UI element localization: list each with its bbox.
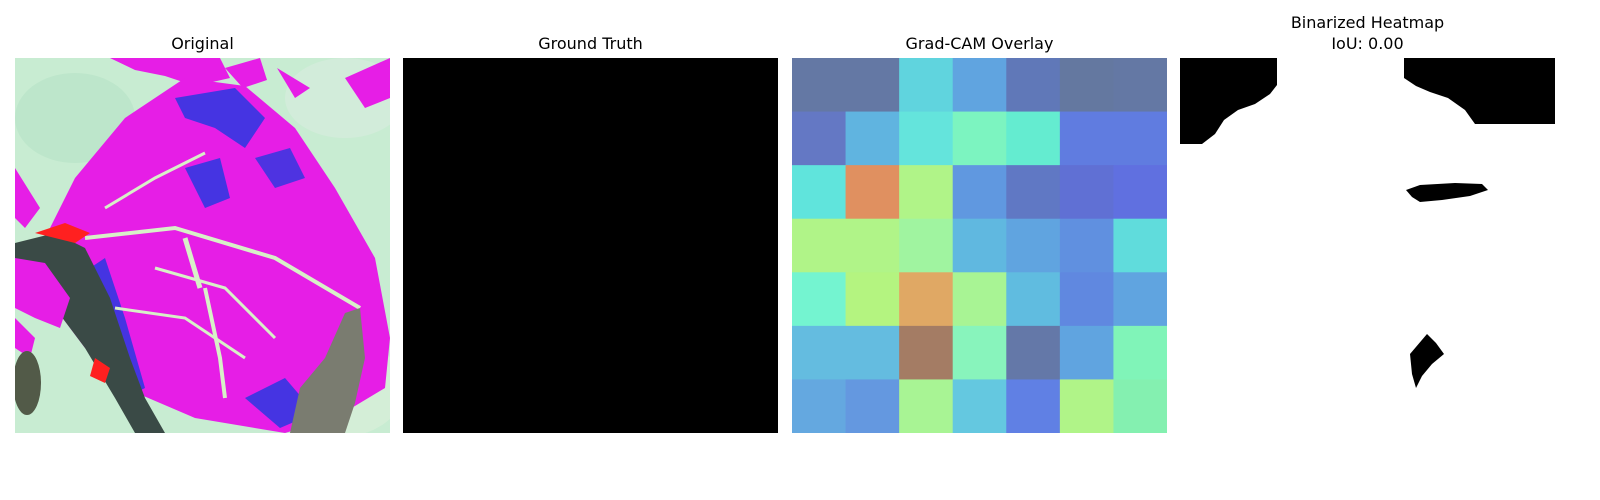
heatmap-cell-1-0 <box>792 111 847 166</box>
binarized-heatmap-title: Binarized Heatmap IoU: 0.00 <box>1180 12 1555 54</box>
heatmap-cell-1-1 <box>845 111 900 166</box>
heatmap-cell-4-4 <box>1006 272 1061 327</box>
heatmap-cell-2-1 <box>845 165 900 220</box>
heatmap-cell-0-6 <box>1113 58 1167 113</box>
binarized-heatmap-title-line: Binarized Heatmap <box>1290 13 1445 32</box>
original-image-panel <box>15 58 390 433</box>
heatmap-cell-6-6 <box>1113 379 1167 433</box>
heatmap-cell-6-0 <box>792 379 847 433</box>
heatmap-cell-4-1 <box>845 272 900 327</box>
heatmap-cell-5-0 <box>792 325 847 380</box>
heatmap-cell-5-1 <box>845 325 900 380</box>
binarized-heatmap-mask <box>1180 58 1555 433</box>
heatmap-cell-3-3 <box>952 218 1007 273</box>
heatmap-cell-4-5 <box>1059 272 1114 327</box>
mask-region-middle <box>1406 183 1488 202</box>
heatmap-cell-6-3 <box>952 379 1007 433</box>
heatmap-cell-0-5 <box>1059 58 1114 113</box>
heatmap-cell-2-4 <box>1006 165 1061 220</box>
heatmap-cell-1-2 <box>899 111 954 166</box>
mask-region-bottom <box>1410 334 1444 388</box>
heatmap-cell-2-2 <box>899 165 954 220</box>
heatmap-cell-6-1 <box>845 379 900 433</box>
ground-truth-mask <box>403 58 778 433</box>
grad-cam-heatmap <box>792 58 1167 433</box>
heatmap-cell-4-0 <box>792 272 847 327</box>
ground-truth-title: Ground Truth <box>538 34 643 53</box>
original-leaf-image <box>15 58 390 433</box>
heatmap-cell-5-6 <box>1113 325 1167 380</box>
heatmap-cell-2-3 <box>952 165 1007 220</box>
grad-cam-title: Grad-CAM Overlay <box>905 34 1054 53</box>
heatmap-cell-4-3 <box>952 272 1007 327</box>
iou-score: IoU: 0.00 <box>1331 34 1404 53</box>
heatmap-cell-3-1 <box>845 218 900 273</box>
heatmap-cell-2-0 <box>792 165 847 220</box>
heatmap-cell-0-2 <box>899 58 954 113</box>
heatmap-cell-2-6 <box>1113 165 1167 220</box>
heatmap-cell-3-2 <box>899 218 954 273</box>
mask-region-top-left <box>1180 58 1277 144</box>
original-title: Original <box>171 34 234 53</box>
heatmap-cell-3-4 <box>1006 218 1061 273</box>
heatmap-cell-6-4 <box>1006 379 1061 433</box>
ground-truth-panel <box>403 58 778 433</box>
heatmap-cell-0-0 <box>792 58 847 113</box>
heatmap-cell-2-5 <box>1059 165 1114 220</box>
heatmap-cell-6-2 <box>899 379 954 433</box>
heatmap-cell-6-5 <box>1059 379 1114 433</box>
heatmap-cell-3-0 <box>792 218 847 273</box>
mask-region-top-right <box>1404 58 1555 124</box>
heatmap-cell-1-4 <box>1006 111 1061 166</box>
heatmap-cell-0-3 <box>952 58 1007 113</box>
grad-cam-overlay-panel <box>792 58 1167 433</box>
heatmap-cell-5-2 <box>899 325 954 380</box>
binarized-heatmap-panel <box>1180 58 1555 433</box>
heatmap-cell-0-4 <box>1006 58 1061 113</box>
heatmap-cell-4-2 <box>899 272 954 327</box>
heatmap-cell-1-3 <box>952 111 1007 166</box>
heatmap-cell-5-3 <box>952 325 1007 380</box>
heatmap-cell-1-5 <box>1059 111 1114 166</box>
heatmap-cell-5-4 <box>1006 325 1061 380</box>
heatmap-cell-3-6 <box>1113 218 1167 273</box>
heatmap-cell-4-6 <box>1113 272 1167 327</box>
heatmap-cell-5-5 <box>1059 325 1114 380</box>
heatmap-cell-3-5 <box>1059 218 1114 273</box>
heatmap-cell-1-6 <box>1113 111 1167 166</box>
heatmap-cell-0-1 <box>845 58 900 113</box>
